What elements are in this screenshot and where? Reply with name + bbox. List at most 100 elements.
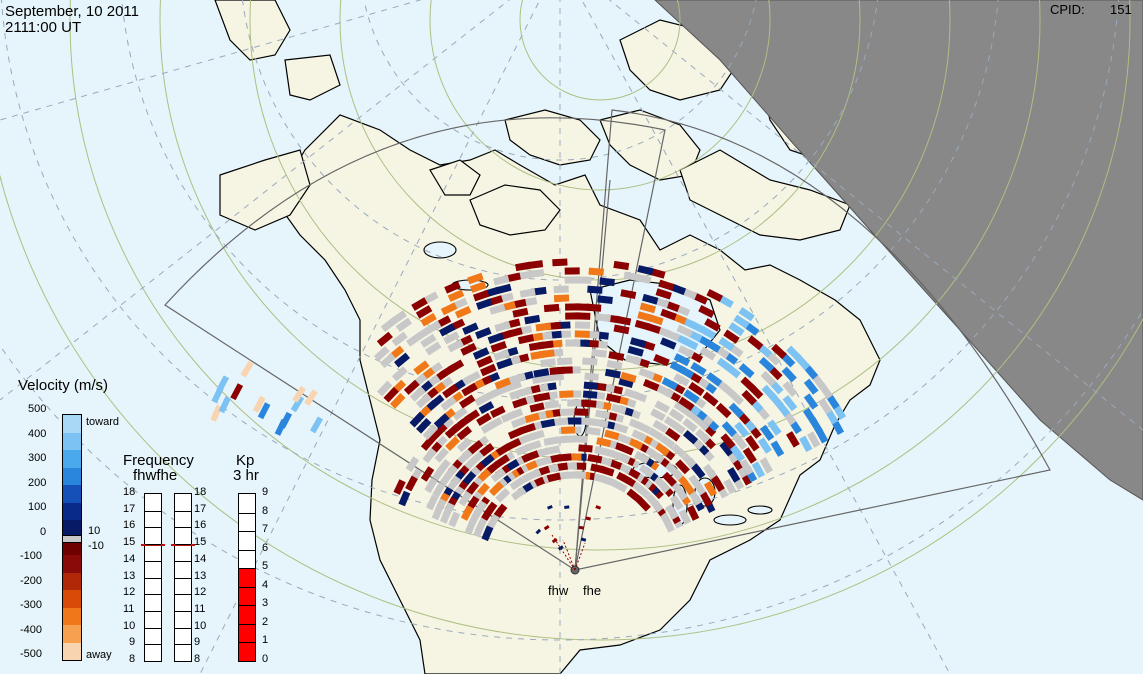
scatter-cell <box>439 508 452 524</box>
frequency-grid-tick <box>145 560 161 562</box>
scatter-cell <box>526 440 542 452</box>
scatter-cell <box>594 446 610 456</box>
scatter-cell <box>487 332 505 344</box>
meridian-2 <box>199 0 541 675</box>
scatter-cell <box>516 270 533 281</box>
frequency-tick-left: 10 <box>123 619 136 632</box>
scatter-cell <box>210 404 223 422</box>
scatter-cell <box>770 440 785 457</box>
scatter-cell <box>688 381 705 397</box>
site-ray-1 <box>551 534 576 571</box>
scatter-cell <box>405 456 420 472</box>
scatter-cell <box>605 393 622 404</box>
scatter-cell <box>661 377 679 391</box>
frequency-subtitle: fhwfhe <box>133 467 178 484</box>
meridian-1 <box>0 0 510 401</box>
scatter-cell <box>802 407 818 425</box>
scatter-cell <box>444 424 460 439</box>
scatter-cell <box>688 474 703 490</box>
fov-fhe <box>574 109 1051 571</box>
mlat-circle-2 <box>429 0 771 191</box>
scatter-cell <box>409 386 426 402</box>
scatter-cell <box>738 363 755 379</box>
scatter-cell <box>728 322 745 337</box>
scatter-cell <box>474 393 490 407</box>
scatter-cell <box>618 377 634 389</box>
kp-grid-tick <box>239 531 255 533</box>
scatter-cell <box>489 303 506 315</box>
scatter-cell <box>723 478 737 495</box>
kp-tick-label: 6 <box>262 541 269 554</box>
scatter-cell <box>728 402 745 419</box>
scatter-cell <box>574 330 590 338</box>
kp-grid-tick <box>239 605 255 607</box>
lake-erie <box>713 514 747 526</box>
scatter-cell <box>560 408 575 417</box>
scatter-cell <box>727 467 741 483</box>
velocity-colorbar <box>62 414 82 661</box>
scatter-cell <box>578 444 593 453</box>
scatter-cell <box>642 293 659 305</box>
scatter-cell <box>751 461 766 479</box>
scatter-cell <box>676 324 694 338</box>
scatter-cell <box>515 443 531 456</box>
scatter-cell <box>626 488 642 503</box>
frequency-title: Frequency <box>123 452 194 469</box>
scatter-cell <box>398 490 411 507</box>
scatter-cell <box>460 505 474 521</box>
scatter-cell <box>549 366 565 375</box>
mlat-circle-6 <box>69 0 1131 551</box>
radar-site-rays <box>551 534 586 571</box>
scatter-cell <box>515 261 532 272</box>
colorbar-segment <box>63 590 81 608</box>
frequency-grid-tick <box>145 594 161 596</box>
scatter-cell <box>612 441 629 453</box>
scatter-cell <box>475 298 493 310</box>
baffin-island <box>679 149 851 241</box>
frequency-tick-left: 14 <box>123 552 136 565</box>
scatter-cell <box>409 411 425 428</box>
scatter-cell <box>759 457 773 474</box>
scatter-cell <box>393 352 411 368</box>
meridian-6 <box>0 0 422 121</box>
meridian-4 <box>581 0 951 675</box>
cpid-label: CPID: <box>1050 2 1085 17</box>
scatter-cell <box>595 505 602 510</box>
scatter-cell <box>585 516 591 521</box>
scatter-cell <box>635 273 652 285</box>
scatter-cell <box>567 399 582 407</box>
colorbar-segment <box>63 450 81 468</box>
scatter-cell <box>596 437 612 448</box>
scatter-cell <box>444 281 461 294</box>
frequency-grid-tick <box>175 594 191 596</box>
kp-fill <box>239 568 255 661</box>
frequency-grid-tick <box>145 577 161 579</box>
scatter-cell <box>406 332 423 347</box>
scatter-cell <box>663 416 680 430</box>
scatter-cell <box>391 366 408 382</box>
velocity-tick-label: -300 <box>20 599 43 611</box>
cpid-value: 151 <box>1110 2 1132 17</box>
arctic-island-1 <box>504 109 601 166</box>
scatter-cell <box>591 348 607 358</box>
scatter-cell <box>481 525 494 542</box>
frequency-tick-left: 15 <box>123 536 136 549</box>
scatter-cell <box>627 437 644 450</box>
scatter-cell <box>681 453 697 469</box>
scatter-cell <box>760 370 777 387</box>
scatter-cell <box>452 406 468 421</box>
scatter-cell <box>638 367 656 380</box>
scatter-cell <box>434 447 449 463</box>
scatter-cell <box>476 412 492 427</box>
victoria-island <box>469 184 561 236</box>
scatter-cell <box>786 431 800 448</box>
scatter-cell <box>446 475 461 491</box>
scatter-cell <box>690 361 707 376</box>
scatter-cell <box>599 277 615 287</box>
scatter-cell <box>639 302 656 314</box>
scatter-cell <box>420 333 437 348</box>
scatter-cell <box>642 379 660 392</box>
scatter-cell <box>555 435 570 444</box>
scatter-cell <box>552 258 568 267</box>
scatter-cell <box>650 408 666 422</box>
